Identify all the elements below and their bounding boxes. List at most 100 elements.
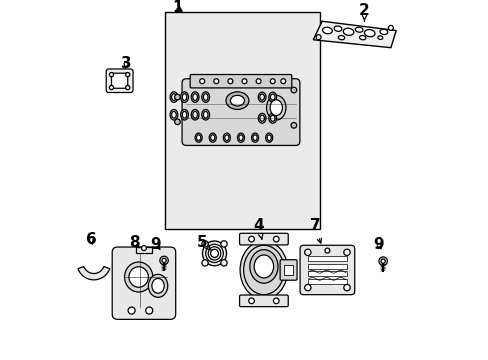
Ellipse shape bbox=[258, 113, 265, 123]
Circle shape bbox=[145, 307, 152, 314]
Circle shape bbox=[343, 284, 349, 291]
Ellipse shape bbox=[209, 133, 216, 142]
Ellipse shape bbox=[148, 274, 167, 297]
Circle shape bbox=[270, 79, 275, 84]
Circle shape bbox=[273, 236, 279, 242]
Ellipse shape bbox=[322, 27, 332, 34]
FancyBboxPatch shape bbox=[300, 245, 354, 294]
Circle shape bbox=[304, 284, 310, 291]
Ellipse shape bbox=[152, 278, 164, 293]
Ellipse shape bbox=[268, 113, 276, 123]
Ellipse shape bbox=[258, 92, 265, 102]
Ellipse shape bbox=[196, 135, 201, 140]
Ellipse shape bbox=[192, 111, 197, 118]
Ellipse shape bbox=[249, 250, 278, 283]
Circle shape bbox=[378, 257, 386, 265]
Bar bbox=[307, 264, 346, 269]
Text: 4: 4 bbox=[253, 219, 264, 239]
Ellipse shape bbox=[237, 133, 244, 142]
Circle shape bbox=[125, 85, 130, 90]
Circle shape bbox=[380, 259, 385, 263]
Ellipse shape bbox=[266, 135, 271, 140]
Ellipse shape bbox=[223, 133, 230, 142]
Ellipse shape bbox=[254, 255, 273, 278]
Text: 1: 1 bbox=[172, 0, 183, 15]
Circle shape bbox=[315, 35, 321, 40]
Ellipse shape bbox=[171, 94, 176, 100]
Circle shape bbox=[324, 248, 329, 253]
Circle shape bbox=[125, 72, 130, 77]
Circle shape bbox=[227, 79, 232, 84]
Ellipse shape bbox=[195, 133, 202, 142]
Ellipse shape bbox=[333, 26, 341, 31]
Circle shape bbox=[202, 260, 208, 266]
FancyBboxPatch shape bbox=[112, 247, 175, 319]
Circle shape bbox=[213, 79, 218, 84]
FancyBboxPatch shape bbox=[280, 260, 296, 280]
Ellipse shape bbox=[364, 30, 374, 37]
Circle shape bbox=[290, 122, 296, 128]
Ellipse shape bbox=[269, 100, 282, 116]
Ellipse shape bbox=[192, 94, 197, 100]
Bar bbox=[307, 256, 346, 261]
FancyBboxPatch shape bbox=[239, 295, 287, 307]
Circle shape bbox=[109, 72, 113, 77]
Circle shape bbox=[221, 241, 227, 247]
Ellipse shape bbox=[203, 94, 207, 100]
Ellipse shape bbox=[355, 27, 362, 32]
Ellipse shape bbox=[270, 115, 274, 121]
Circle shape bbox=[273, 298, 279, 303]
Ellipse shape bbox=[238, 135, 243, 140]
Text: 7: 7 bbox=[309, 219, 321, 243]
FancyBboxPatch shape bbox=[111, 73, 127, 88]
Text: 8: 8 bbox=[129, 235, 140, 250]
Ellipse shape bbox=[259, 115, 264, 121]
Bar bbox=[136, 247, 151, 253]
Circle shape bbox=[174, 94, 180, 100]
Ellipse shape bbox=[182, 111, 186, 118]
Ellipse shape bbox=[180, 109, 188, 120]
Circle shape bbox=[248, 298, 254, 303]
Ellipse shape bbox=[379, 29, 387, 35]
Text: 2: 2 bbox=[358, 3, 369, 21]
Circle shape bbox=[109, 85, 113, 90]
Circle shape bbox=[221, 260, 227, 266]
Circle shape bbox=[174, 119, 180, 125]
Text: 6: 6 bbox=[85, 233, 96, 247]
Ellipse shape bbox=[230, 95, 244, 106]
Ellipse shape bbox=[268, 92, 276, 102]
FancyBboxPatch shape bbox=[239, 233, 287, 245]
Ellipse shape bbox=[266, 95, 285, 120]
Ellipse shape bbox=[259, 94, 264, 100]
Text: 3: 3 bbox=[121, 56, 131, 71]
Ellipse shape bbox=[265, 133, 272, 142]
Ellipse shape bbox=[359, 36, 365, 40]
Ellipse shape bbox=[270, 94, 274, 100]
Ellipse shape bbox=[251, 133, 258, 142]
Circle shape bbox=[242, 79, 246, 84]
Ellipse shape bbox=[377, 36, 382, 40]
Circle shape bbox=[128, 307, 135, 314]
Ellipse shape bbox=[338, 36, 344, 40]
Ellipse shape bbox=[182, 94, 186, 100]
Ellipse shape bbox=[205, 244, 223, 262]
Ellipse shape bbox=[170, 109, 178, 120]
Ellipse shape bbox=[171, 111, 176, 118]
FancyBboxPatch shape bbox=[106, 69, 133, 93]
Text: 9: 9 bbox=[150, 237, 161, 252]
FancyBboxPatch shape bbox=[182, 79, 299, 145]
Polygon shape bbox=[78, 266, 109, 280]
Ellipse shape bbox=[243, 245, 284, 294]
Ellipse shape bbox=[208, 247, 221, 260]
Text: 5: 5 bbox=[197, 235, 210, 250]
Circle shape bbox=[141, 246, 146, 251]
Bar bbox=[307, 271, 346, 276]
Ellipse shape bbox=[210, 135, 214, 140]
Ellipse shape bbox=[224, 135, 228, 140]
Ellipse shape bbox=[170, 92, 178, 102]
FancyBboxPatch shape bbox=[190, 75, 291, 88]
Circle shape bbox=[387, 26, 392, 30]
Ellipse shape bbox=[191, 109, 199, 120]
Bar bbox=[284, 265, 293, 275]
Polygon shape bbox=[313, 21, 395, 48]
